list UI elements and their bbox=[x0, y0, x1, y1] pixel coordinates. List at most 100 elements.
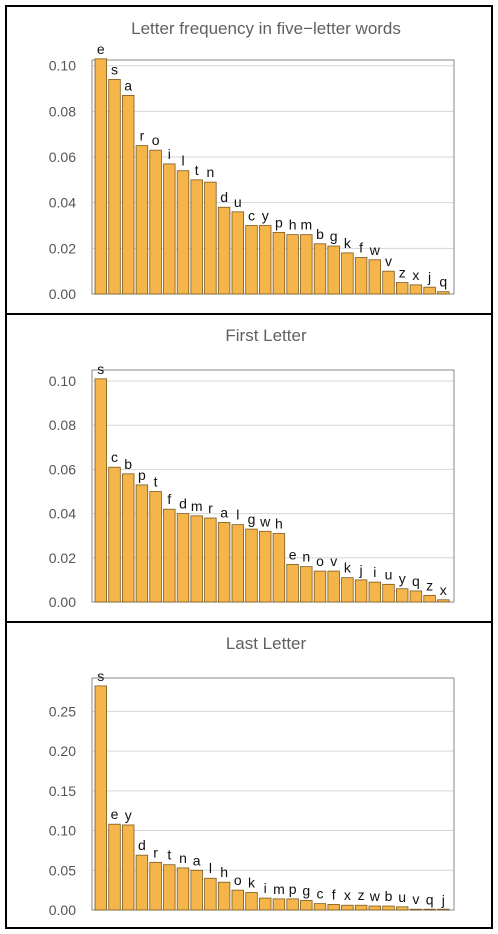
bar-label: y bbox=[399, 571, 406, 587]
bar-label: w bbox=[369, 888, 381, 904]
bar-label: d bbox=[179, 496, 187, 512]
bar-label: s bbox=[111, 61, 118, 77]
bar-i bbox=[163, 163, 176, 295]
bar-g bbox=[300, 900, 313, 911]
bar-label: e bbox=[111, 806, 119, 822]
bar-label: a bbox=[193, 852, 201, 868]
bar-g bbox=[245, 528, 258, 603]
bar-label: q bbox=[412, 573, 420, 589]
bar-label: i bbox=[264, 880, 267, 896]
bar-m bbox=[272, 898, 286, 911]
bar-label: o bbox=[152, 132, 160, 148]
y-tick-label: 0.08 bbox=[49, 103, 76, 119]
bar-label: t bbox=[167, 847, 171, 863]
chart-title: Last Letter bbox=[226, 634, 307, 653]
bar-label: h bbox=[275, 516, 283, 532]
y-tick-label: 0.10 bbox=[49, 373, 76, 389]
bar-l bbox=[176, 170, 190, 295]
y-tick-label: 0.04 bbox=[49, 195, 76, 211]
bar-label: w bbox=[369, 242, 381, 258]
bar-u bbox=[395, 906, 409, 911]
bar-label: z bbox=[426, 577, 433, 593]
bar-q bbox=[409, 590, 423, 603]
bar-label: r bbox=[208, 500, 213, 516]
y-tick-label: 0.10 bbox=[49, 823, 76, 839]
bar-z bbox=[423, 594, 436, 603]
bar-j bbox=[437, 908, 450, 911]
bar-c bbox=[108, 466, 121, 603]
bar-label: l bbox=[236, 507, 239, 523]
y-tick-label: 0.00 bbox=[49, 902, 76, 918]
bar-t bbox=[149, 491, 162, 603]
bar-label: d bbox=[138, 837, 146, 853]
bar-h bbox=[272, 533, 286, 603]
bar-label: o bbox=[234, 872, 242, 888]
bar-t bbox=[190, 179, 203, 295]
bar-label: n bbox=[207, 164, 215, 180]
bar-label: n bbox=[179, 850, 187, 866]
bar-d bbox=[217, 206, 231, 295]
bar-r bbox=[135, 145, 149, 295]
bar-h bbox=[217, 881, 231, 911]
bar-m bbox=[190, 515, 203, 603]
y-tick-label: 0.02 bbox=[49, 550, 76, 566]
bar-m bbox=[300, 234, 313, 295]
bar-label: l bbox=[181, 153, 184, 169]
bar-label: p bbox=[138, 467, 146, 483]
bar-k bbox=[341, 252, 354, 295]
bar-p bbox=[135, 484, 149, 603]
bar-k bbox=[245, 892, 258, 911]
bar-p bbox=[286, 898, 299, 911]
bar-label: j bbox=[441, 892, 445, 908]
bar-b bbox=[382, 905, 395, 911]
y-tick-label: 0.10 bbox=[49, 58, 76, 74]
bar-label: k bbox=[344, 560, 352, 576]
bar-b bbox=[122, 473, 135, 603]
chart-title: First Letter bbox=[225, 326, 307, 345]
bar-o bbox=[149, 149, 162, 295]
bar-y bbox=[258, 225, 272, 295]
y-tick-label: 0.15 bbox=[49, 783, 76, 799]
bar-label: f bbox=[359, 239, 363, 255]
bar-v bbox=[382, 270, 395, 295]
bar-label: v bbox=[412, 891, 419, 907]
bar-i bbox=[368, 581, 382, 603]
bar-label: r bbox=[140, 128, 145, 144]
bar-label: s bbox=[97, 361, 104, 377]
bar-label: b bbox=[124, 456, 132, 472]
bar-c bbox=[245, 225, 258, 295]
y-tick-label: 0.04 bbox=[49, 506, 76, 522]
bar-b bbox=[313, 243, 327, 295]
bar-label: k bbox=[248, 875, 256, 891]
bar-s bbox=[94, 378, 108, 603]
bar-c bbox=[313, 903, 327, 911]
bar-label: q bbox=[439, 274, 447, 290]
bar-f bbox=[163, 508, 176, 603]
bar-label: j bbox=[359, 562, 363, 578]
bar-label: x bbox=[344, 887, 351, 903]
bar-j bbox=[354, 579, 368, 603]
bar-n bbox=[204, 181, 217, 295]
bar-q bbox=[423, 908, 436, 911]
bar-label: n bbox=[302, 549, 310, 565]
bar-o bbox=[231, 889, 245, 911]
chart-title: Letter frequency in five−letter words bbox=[131, 19, 401, 38]
bar-label: h bbox=[220, 864, 228, 880]
bar-s bbox=[108, 79, 121, 295]
bar-label: y bbox=[262, 208, 269, 224]
bar-label: j bbox=[427, 269, 431, 285]
bar-label: e bbox=[97, 41, 105, 57]
bar-label: p bbox=[289, 881, 297, 897]
bar-t bbox=[163, 864, 176, 911]
bar-label: c bbox=[317, 886, 324, 902]
y-tick-label: 0.05 bbox=[49, 862, 76, 878]
y-tick-label: 0.00 bbox=[49, 594, 76, 610]
bar-label: g bbox=[330, 228, 338, 244]
bar-g bbox=[327, 245, 340, 295]
bar-label: b bbox=[385, 888, 393, 904]
bar-label: m bbox=[191, 498, 203, 514]
bar-label: w bbox=[259, 513, 271, 529]
bar-y bbox=[122, 824, 135, 911]
bar-label: i bbox=[373, 564, 376, 580]
